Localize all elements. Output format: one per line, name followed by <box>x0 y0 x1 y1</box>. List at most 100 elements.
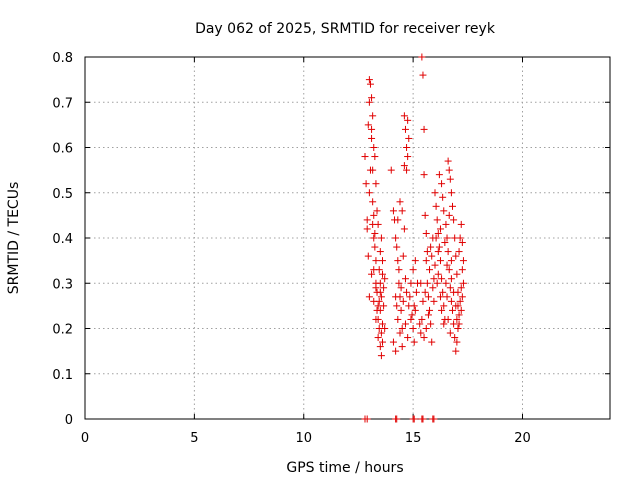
data-point <box>427 243 435 251</box>
data-point <box>403 166 411 174</box>
data-point <box>387 166 395 174</box>
data-point <box>444 157 452 165</box>
data-point <box>365 98 373 106</box>
data-point <box>366 166 374 174</box>
data-point <box>362 180 370 188</box>
data-point <box>374 334 382 342</box>
data-point <box>380 284 388 292</box>
data-point <box>455 248 463 256</box>
data-point <box>422 229 430 237</box>
data-point <box>379 270 386 278</box>
y-tick-label: 0.2 <box>52 323 73 338</box>
x-tick-label: 0 <box>81 431 89 446</box>
y-tick-label: 0 <box>65 413 73 428</box>
data-point <box>445 266 453 274</box>
data-point <box>457 220 465 228</box>
x-axis-label: GPS time / hours <box>286 460 403 476</box>
data-point <box>432 202 440 210</box>
data-point <box>420 125 428 133</box>
data-point <box>372 180 380 188</box>
data-point <box>429 284 437 292</box>
data-point <box>450 288 458 296</box>
axis-ticks: 0 0.1 0.2 0.3 0.4 0.5 0.6 0.7 0.8 0 5 10 15 20 <box>52 51 610 446</box>
data-point <box>368 270 376 278</box>
data-point <box>365 76 373 84</box>
data-point <box>368 125 376 133</box>
data-point <box>389 207 397 215</box>
data-point <box>447 297 455 305</box>
data-point <box>363 216 371 224</box>
data-point <box>440 320 448 328</box>
data-point <box>396 198 404 206</box>
data-point <box>405 134 413 142</box>
data-point <box>453 270 461 278</box>
data-point <box>401 320 409 328</box>
data-point <box>435 243 443 251</box>
data-point <box>371 153 379 161</box>
data-point <box>457 306 465 314</box>
data-point <box>445 211 453 219</box>
data-point <box>377 293 385 301</box>
data-point <box>430 415 438 423</box>
data-point <box>426 266 434 274</box>
data-point <box>398 325 406 332</box>
data-point <box>416 320 424 328</box>
data-point <box>418 53 426 61</box>
data-point <box>417 329 425 337</box>
data-point <box>450 216 458 224</box>
data-point <box>379 320 386 328</box>
y-tick-label: 0.5 <box>52 187 73 202</box>
data-point <box>438 180 446 188</box>
data-point <box>398 343 406 351</box>
data-point <box>371 243 379 251</box>
data-point <box>451 334 459 342</box>
data-point <box>410 302 418 310</box>
data-point <box>458 266 466 274</box>
data-point <box>403 144 411 151</box>
data-point <box>424 311 432 319</box>
data-point <box>365 293 373 301</box>
data-point <box>418 315 426 323</box>
data-point <box>424 293 432 301</box>
y-tick-label: 0.4 <box>52 232 73 247</box>
data-point <box>438 275 446 283</box>
data-point <box>443 234 451 242</box>
data-point <box>432 234 440 242</box>
data-point <box>377 352 385 360</box>
data-point <box>407 279 415 287</box>
data-point <box>399 252 407 260</box>
data-point <box>389 338 397 346</box>
data-point <box>428 252 436 260</box>
data-point <box>423 279 431 287</box>
data-point <box>452 302 460 310</box>
data-point <box>419 297 427 305</box>
data-point <box>454 325 462 332</box>
y-tick-label: 0.8 <box>52 51 73 66</box>
data-point <box>369 112 377 120</box>
data-point <box>376 248 384 256</box>
data-point <box>459 257 467 265</box>
data-point <box>397 284 405 292</box>
data-point <box>399 297 407 305</box>
data-point <box>455 320 463 328</box>
data-point <box>421 288 429 296</box>
data-point <box>401 125 409 133</box>
data-point <box>370 234 378 242</box>
data-point <box>408 311 416 319</box>
data-point <box>430 275 438 283</box>
data-point <box>449 202 456 210</box>
data-point <box>431 189 439 197</box>
data-point <box>409 266 417 274</box>
data-point <box>377 234 385 242</box>
chart-title: Day 062 of 2025, SRMTID for receiver rey… <box>195 21 496 37</box>
data-point <box>368 94 376 102</box>
data-point <box>423 248 431 256</box>
data-point <box>394 315 402 323</box>
data-point <box>395 279 403 287</box>
data-point <box>371 229 379 237</box>
data-point <box>419 415 427 423</box>
x-tick-label: 20 <box>514 431 531 446</box>
data-point <box>456 234 464 242</box>
data-point <box>410 338 418 346</box>
grid <box>85 57 610 419</box>
